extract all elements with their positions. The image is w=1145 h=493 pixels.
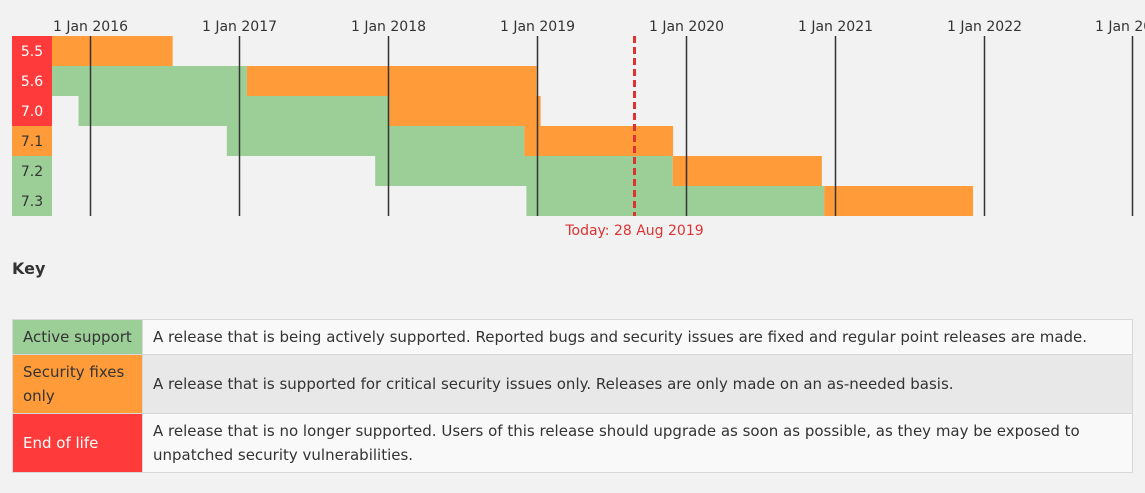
key-label-active: Active support — [12, 319, 143, 355]
bar-security-7-3 — [824, 186, 974, 216]
year-tick-label-5: 1 Jan 2021 — [798, 19, 873, 35]
release-timeline-chart: 1 Jan 2016 1 Jan 2017 1 Jan 2018 1 Jan 2019… — [12, 19, 1145, 239]
branch-label-7-1: 7.1 — [21, 134, 43, 150]
year-tick-label-4: 1 Jan 2020 — [649, 19, 724, 35]
today-layer: Today: 28 Aug 2019 — [564, 36, 704, 239]
year-tick-label-2: 1 Jan 2018 — [351, 19, 426, 35]
branch-label-7-2: 7.2 — [21, 164, 43, 180]
key-label-eol: End of life — [12, 413, 143, 473]
year-tick-label-6: 1 Jan 2022 — [947, 19, 1022, 35]
bar-active-5-6 — [52, 66, 247, 96]
key-row-eol: End of life A release that is no longer … — [12, 413, 1133, 473]
bar-active-7-1 — [226, 126, 525, 156]
today-marker-label: Today: 28 Aug 2019 — [564, 223, 703, 239]
key-table: Active support A release that is being a… — [12, 319, 1133, 473]
year-tick-label-1: 1 Jan 2017 — [202, 19, 277, 35]
bar-security-7-2 — [672, 156, 822, 186]
branch-label-bg-5-5 — [12, 36, 52, 66]
branch-label-7-3: 7.3 — [21, 194, 43, 210]
bar-active-7-3 — [526, 186, 825, 216]
branch-label-bg-7-3 — [12, 186, 52, 216]
bar-security-7-0 — [389, 96, 541, 126]
key-description-security: A release that is supported for critical… — [142, 354, 1133, 414]
branch-label-5-5: 5.5 — [21, 44, 43, 60]
branch-label-bg-5-6 — [12, 66, 52, 96]
bar-security-5-5 — [52, 36, 173, 66]
labels-layer: 5.5 5.6 7.0 7.1 7.2 7.3 — [12, 36, 52, 216]
key-label-security: Security fixes only — [12, 354, 143, 414]
branch-label-bg-7-0 — [12, 96, 52, 126]
bar-security-5-6 — [246, 66, 537, 96]
bar-active-7-2 — [375, 156, 673, 186]
key-heading: Key — [12, 259, 46, 278]
branch-label-5-6: 5.6 — [21, 74, 43, 90]
branch-label-bg-7-1 — [12, 126, 52, 156]
branch-label-bg-7-2 — [12, 156, 52, 186]
key-description-eol: A release that is no longer supported. U… — [142, 413, 1133, 473]
key-row-active: Active support A release that is being a… — [12, 319, 1133, 355]
year-tick-label-7: 1 Jan 2023 — [1095, 19, 1145, 35]
grid-layer: 1 Jan 2016 1 Jan 2017 1 Jan 2018 1 Jan 2019… — [53, 19, 1145, 216]
bars-layer — [52, 36, 974, 216]
key-row-security: Security fixes only A release that is su… — [12, 354, 1133, 414]
bar-security-7-1 — [524, 126, 674, 156]
year-tick-label-3: 1 Jan 2019 — [500, 19, 575, 35]
key-description-active: A release that is being actively support… — [142, 319, 1133, 355]
year-tick-label-0: 1 Jan 2016 — [53, 19, 128, 35]
branch-label-7-0: 7.0 — [21, 104, 43, 120]
bar-active-7-0 — [78, 96, 390, 126]
